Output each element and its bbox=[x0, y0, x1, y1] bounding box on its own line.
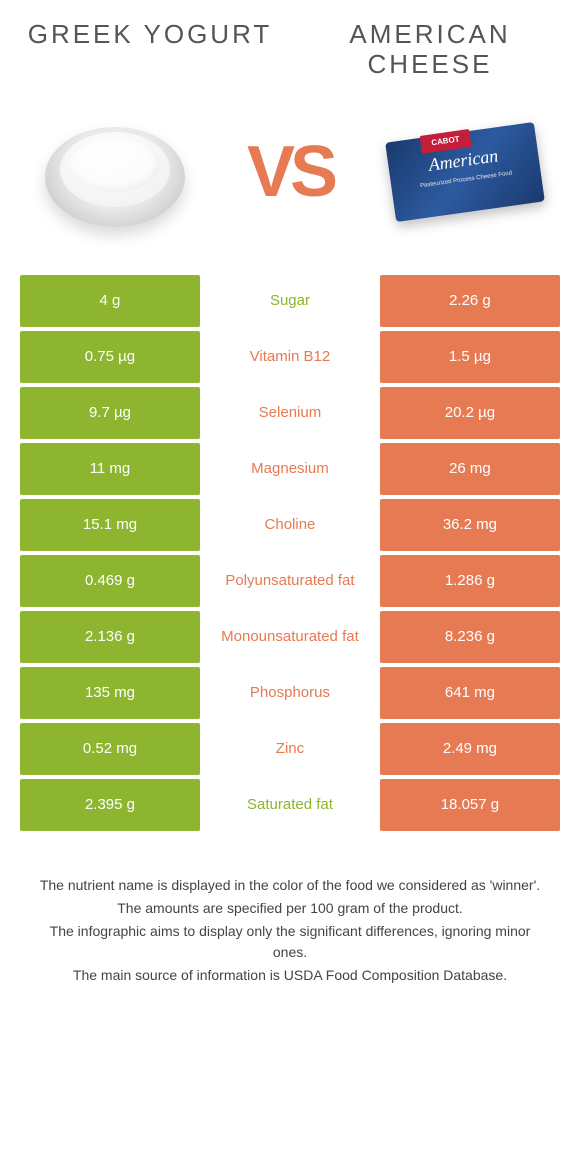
left-food-title: Greek Yogurt bbox=[24, 20, 276, 80]
left-value-cell: 2.395 g bbox=[20, 779, 200, 831]
nutrient-label-cell: Magnesium bbox=[200, 443, 380, 495]
right-value-cell: 641 mg bbox=[380, 667, 560, 719]
left-value-cell: 4 g bbox=[20, 275, 200, 327]
nutrient-label-cell: Vitamin B12 bbox=[200, 331, 380, 383]
left-value-cell: 0.52 mg bbox=[20, 723, 200, 775]
right-value-cell: 36.2 mg bbox=[380, 499, 560, 551]
table-row: 135 mgPhosphorus641 mg bbox=[20, 667, 560, 719]
table-row: 9.7 µgSelenium20.2 µg bbox=[20, 387, 560, 439]
table-row: 11 mgMagnesium26 mg bbox=[20, 443, 560, 495]
footer-line: The infographic aims to display only the… bbox=[35, 921, 545, 963]
nutrient-label-cell: Choline bbox=[200, 499, 380, 551]
table-row: 0.469 gPolyunsaturated fat1.286 g bbox=[20, 555, 560, 607]
right-food-title: American Cheese bbox=[304, 20, 556, 80]
vs-label: VS bbox=[247, 131, 333, 213]
right-value-cell: 26 mg bbox=[380, 443, 560, 495]
cheese-package-icon: CABOT American Pasteurized Process Chees… bbox=[384, 112, 546, 232]
nutrient-label-cell: Phosphorus bbox=[200, 667, 380, 719]
left-food-image bbox=[30, 100, 200, 245]
nutrient-label-cell: Polyunsaturated fat bbox=[200, 555, 380, 607]
footer-line: The nutrient name is displayed in the co… bbox=[35, 875, 545, 896]
right-value-cell: 1.5 µg bbox=[380, 331, 560, 383]
table-row: 4 gSugar2.26 g bbox=[20, 275, 560, 327]
footer-line: The main source of information is USDA F… bbox=[35, 965, 545, 986]
right-value-cell: 2.49 mg bbox=[380, 723, 560, 775]
table-row: 2.395 gSaturated fat18.057 g bbox=[20, 779, 560, 831]
right-value-cell: 18.057 g bbox=[380, 779, 560, 831]
footer-line: The amounts are specified per 100 gram o… bbox=[35, 898, 545, 919]
left-value-cell: 15.1 mg bbox=[20, 499, 200, 551]
right-value-cell: 1.286 g bbox=[380, 555, 560, 607]
left-value-cell: 11 mg bbox=[20, 443, 200, 495]
left-value-cell: 2.136 g bbox=[20, 611, 200, 663]
left-value-cell: 0.75 µg bbox=[20, 331, 200, 383]
left-value-cell: 0.469 g bbox=[20, 555, 200, 607]
nutrient-label-cell: Zinc bbox=[200, 723, 380, 775]
right-food-image: CABOT American Pasteurized Process Chees… bbox=[380, 100, 550, 245]
table-row: 0.75 µgVitamin B121.5 µg bbox=[20, 331, 560, 383]
nutrient-label-cell: Selenium bbox=[200, 387, 380, 439]
left-value-cell: 135 mg bbox=[20, 667, 200, 719]
yogurt-bowl-icon bbox=[45, 107, 185, 237]
footer-notes: The nutrient name is displayed in the co… bbox=[0, 835, 580, 1008]
header: Greek Yogurt American Cheese bbox=[0, 0, 580, 90]
images-row: VS CABOT American Pasteurized Process Ch… bbox=[0, 90, 580, 275]
nutrient-label-cell: Monounsaturated fat bbox=[200, 611, 380, 663]
right-value-cell: 2.26 g bbox=[380, 275, 560, 327]
table-row: 2.136 gMonounsaturated fat8.236 g bbox=[20, 611, 560, 663]
nutrient-table: 4 gSugar2.26 g0.75 µgVitamin B121.5 µg9.… bbox=[0, 275, 580, 831]
table-row: 0.52 mgZinc2.49 mg bbox=[20, 723, 560, 775]
right-value-cell: 20.2 µg bbox=[380, 387, 560, 439]
nutrient-label-cell: Saturated fat bbox=[200, 779, 380, 831]
nutrient-label-cell: Sugar bbox=[200, 275, 380, 327]
table-row: 15.1 mgCholine36.2 mg bbox=[20, 499, 560, 551]
left-value-cell: 9.7 µg bbox=[20, 387, 200, 439]
right-value-cell: 8.236 g bbox=[380, 611, 560, 663]
